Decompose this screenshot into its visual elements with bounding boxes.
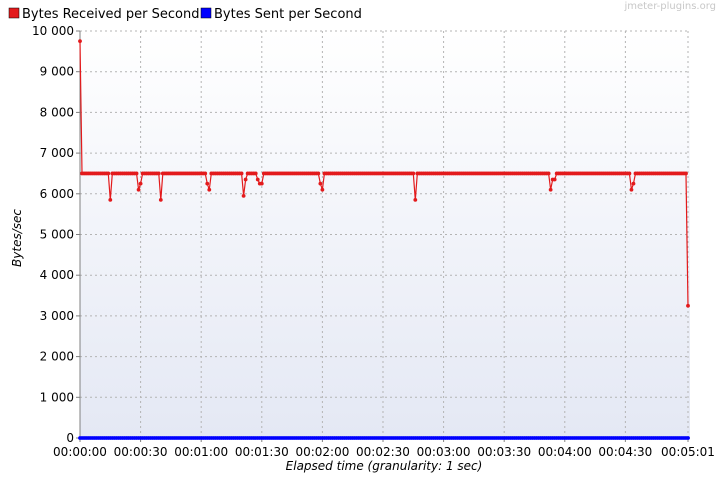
x-tick-label: 00:03:00 [417,445,471,459]
x-tick-label: 00:04:00 [538,445,592,459]
series-sent: 00:00:00 — 000:00:01 — 000:00:02 — 000:0… [78,436,690,440]
x-axis: 00:00:00 00:00:30 00:01:00 00:01:30 00:02:00… [53,437,715,459]
data-point-received[interactable]: 00:01:21 — 5950 [241,193,246,198]
data-point-received[interactable]: 00:01:20 — 6500 [239,171,244,176]
x-tick-label: 00:03:30 [477,445,531,459]
y-tick-label: 6 000 [40,187,74,201]
data-point-received[interactable]: 00:02:00 — 6100 [320,187,325,192]
data-point-received[interactable]: 00:00:29 — 6100 [136,187,141,192]
data-point-received[interactable]: 00:00:28 — 6500 [134,171,139,176]
data-point-sent[interactable]: 00:05:01 — 0 [686,436,690,440]
legend-swatch-sent [200,7,212,19]
series-received: 00:00:00 — 975000:00:01 — 650000:00:02 —… [78,39,690,308]
data-point-received[interactable]: 00:03:52 — 6500 [546,171,551,176]
data-point-received[interactable]: 00:00:00 — 9750 [78,39,82,44]
data-point-received[interactable]: 00:00:30 — 6250 [138,181,143,186]
legend-label-sent: Bytes Sent per Second [214,7,362,22]
legend-label-received: Bytes Received per Second [22,7,199,22]
x-tick-label: 00:05:01 [661,445,715,459]
y-tick-label: 3 000 [40,309,74,323]
y-tick-label: 7 000 [40,146,74,160]
data-point-received[interactable]: 00:01:03 — 6250 [205,181,210,186]
data-point-received[interactable]: 00:01:27 — 6500 [253,171,258,176]
data-point-received[interactable]: 00:01:28 — 6350 [255,177,260,182]
y-axis-title: Bytes/sec [10,209,24,267]
y-tick-label: 9 000 [40,65,74,79]
series-layer: 00:00:00 — 975000:00:01 — 650000:00:02 —… [78,39,690,440]
y-tick-label: 5 000 [40,228,74,242]
y-tick-label: 2 000 [40,350,74,364]
data-point-received[interactable]: 00:02:46 — 5850 [413,198,418,202]
data-point-received[interactable]: 00:01:58 — 6500 [316,171,321,176]
y-tick-label: 1 000 [40,390,74,404]
data-point-received[interactable]: 00:00:15 — 5850 [108,198,113,202]
data-point-received[interactable]: 00:00:14 — 6500 [106,171,111,176]
data-point-received[interactable]: 00:00:39 — 6500 [156,171,161,176]
data-point-received[interactable]: 00:00:40 — 5850 [158,198,163,202]
data-point-received[interactable]: 00:04:33 — 6100 [629,187,634,192]
x-tick-label: 00:00:30 [114,445,168,459]
data-point-received[interactable]: 00:01:30 — 6250 [259,181,264,186]
y-tick-label: 10 000 [32,24,74,38]
x-tick-label: 00:01:30 [235,445,289,459]
data-point-received[interactable]: 00:01:04 — 6100 [207,187,212,192]
y-axis: 0 1 000 2 000 3 000 4 000 5 000 6 000 7 000 8 00… [32,24,81,445]
legend: Bytes Received per Second Bytes Sent per… [8,7,362,22]
x-tick-label: 00:00:00 [53,445,107,459]
data-point-received[interactable]: 00:04:32 — 6500 [627,171,632,176]
legend-swatch-received [8,7,20,19]
legend-item-received[interactable]: Bytes Received per Second [8,7,199,22]
y-tick-label: 0 [66,431,74,445]
grid [80,30,690,438]
watermark: jmeter-plugins.org [623,1,716,12]
x-tick-label: 00:02:00 [295,445,349,459]
x-tick-label: 00:02:30 [356,445,410,459]
legend-item-sent[interactable]: Bytes Sent per Second [200,7,362,22]
data-point-received[interactable]: 00:04:34 — 6250 [631,181,636,186]
x-tick-label: 00:04:30 [598,445,652,459]
data-point-received[interactable]: 00:03:53 — 6100 [548,187,553,192]
data-point-received[interactable]: 00:03:55 — 6350 [552,177,557,182]
x-tick-label: 00:01:00 [174,445,228,459]
x-axis-title: Elapsed time (granularity: 1 sec) [286,459,483,473]
data-point-received[interactable]: 00:01:22 — 6350 [243,177,248,182]
data-point-received[interactable]: 00:01:02 — 6500 [203,171,208,176]
data-point-received[interactable]: 00:02:45 — 6500 [411,171,416,176]
y-tick-label: 4 000 [40,268,74,282]
y-tick-label: 8 000 [40,105,74,119]
data-point-received[interactable]: 00:05:00 — 6500 [684,171,688,176]
data-point-received[interactable]: 00:05:01 — 3250 [686,303,690,308]
data-point-received[interactable]: 00:01:59 — 6250 [318,181,323,186]
